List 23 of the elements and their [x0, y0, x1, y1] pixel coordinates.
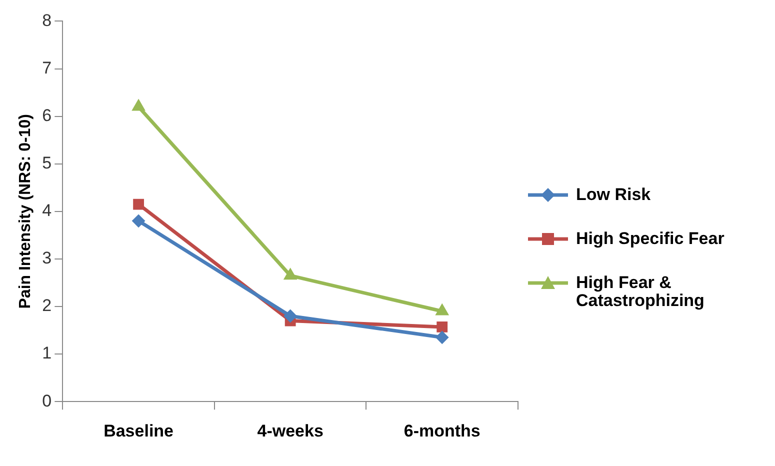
- legend-label: High Specific Fear: [576, 229, 724, 248]
- y-tick-label: 8: [42, 10, 52, 30]
- y-tick-label: 4: [42, 201, 52, 220]
- point: [132, 99, 146, 111]
- y-tick-label: 6: [42, 106, 52, 125]
- y-tick-label: 1: [42, 344, 52, 363]
- y-axis-title: Pain Intensity (NRS: 0-10): [17, 114, 34, 309]
- x-tick-label: 4-weeks: [257, 421, 324, 440]
- y-tick-label: 7: [42, 58, 52, 78]
- point: [436, 321, 448, 332]
- point: [436, 330, 449, 344]
- x-tick-label: Baseline: [104, 421, 174, 440]
- point: [132, 214, 146, 228]
- y-tick-label: 0: [42, 391, 52, 410]
- point: [284, 310, 297, 323]
- point: [284, 268, 297, 280]
- y-tick-label: 2: [42, 296, 52, 316]
- point: [133, 198, 144, 210]
- legend-label: Low Risk: [576, 185, 651, 204]
- y-tick-label: 5: [42, 154, 52, 173]
- x-tick-label: 6-months: [404, 421, 480, 440]
- y-tick-label: 3: [42, 248, 52, 268]
- legend-label: High Fear & Catastrophizing: [576, 273, 706, 310]
